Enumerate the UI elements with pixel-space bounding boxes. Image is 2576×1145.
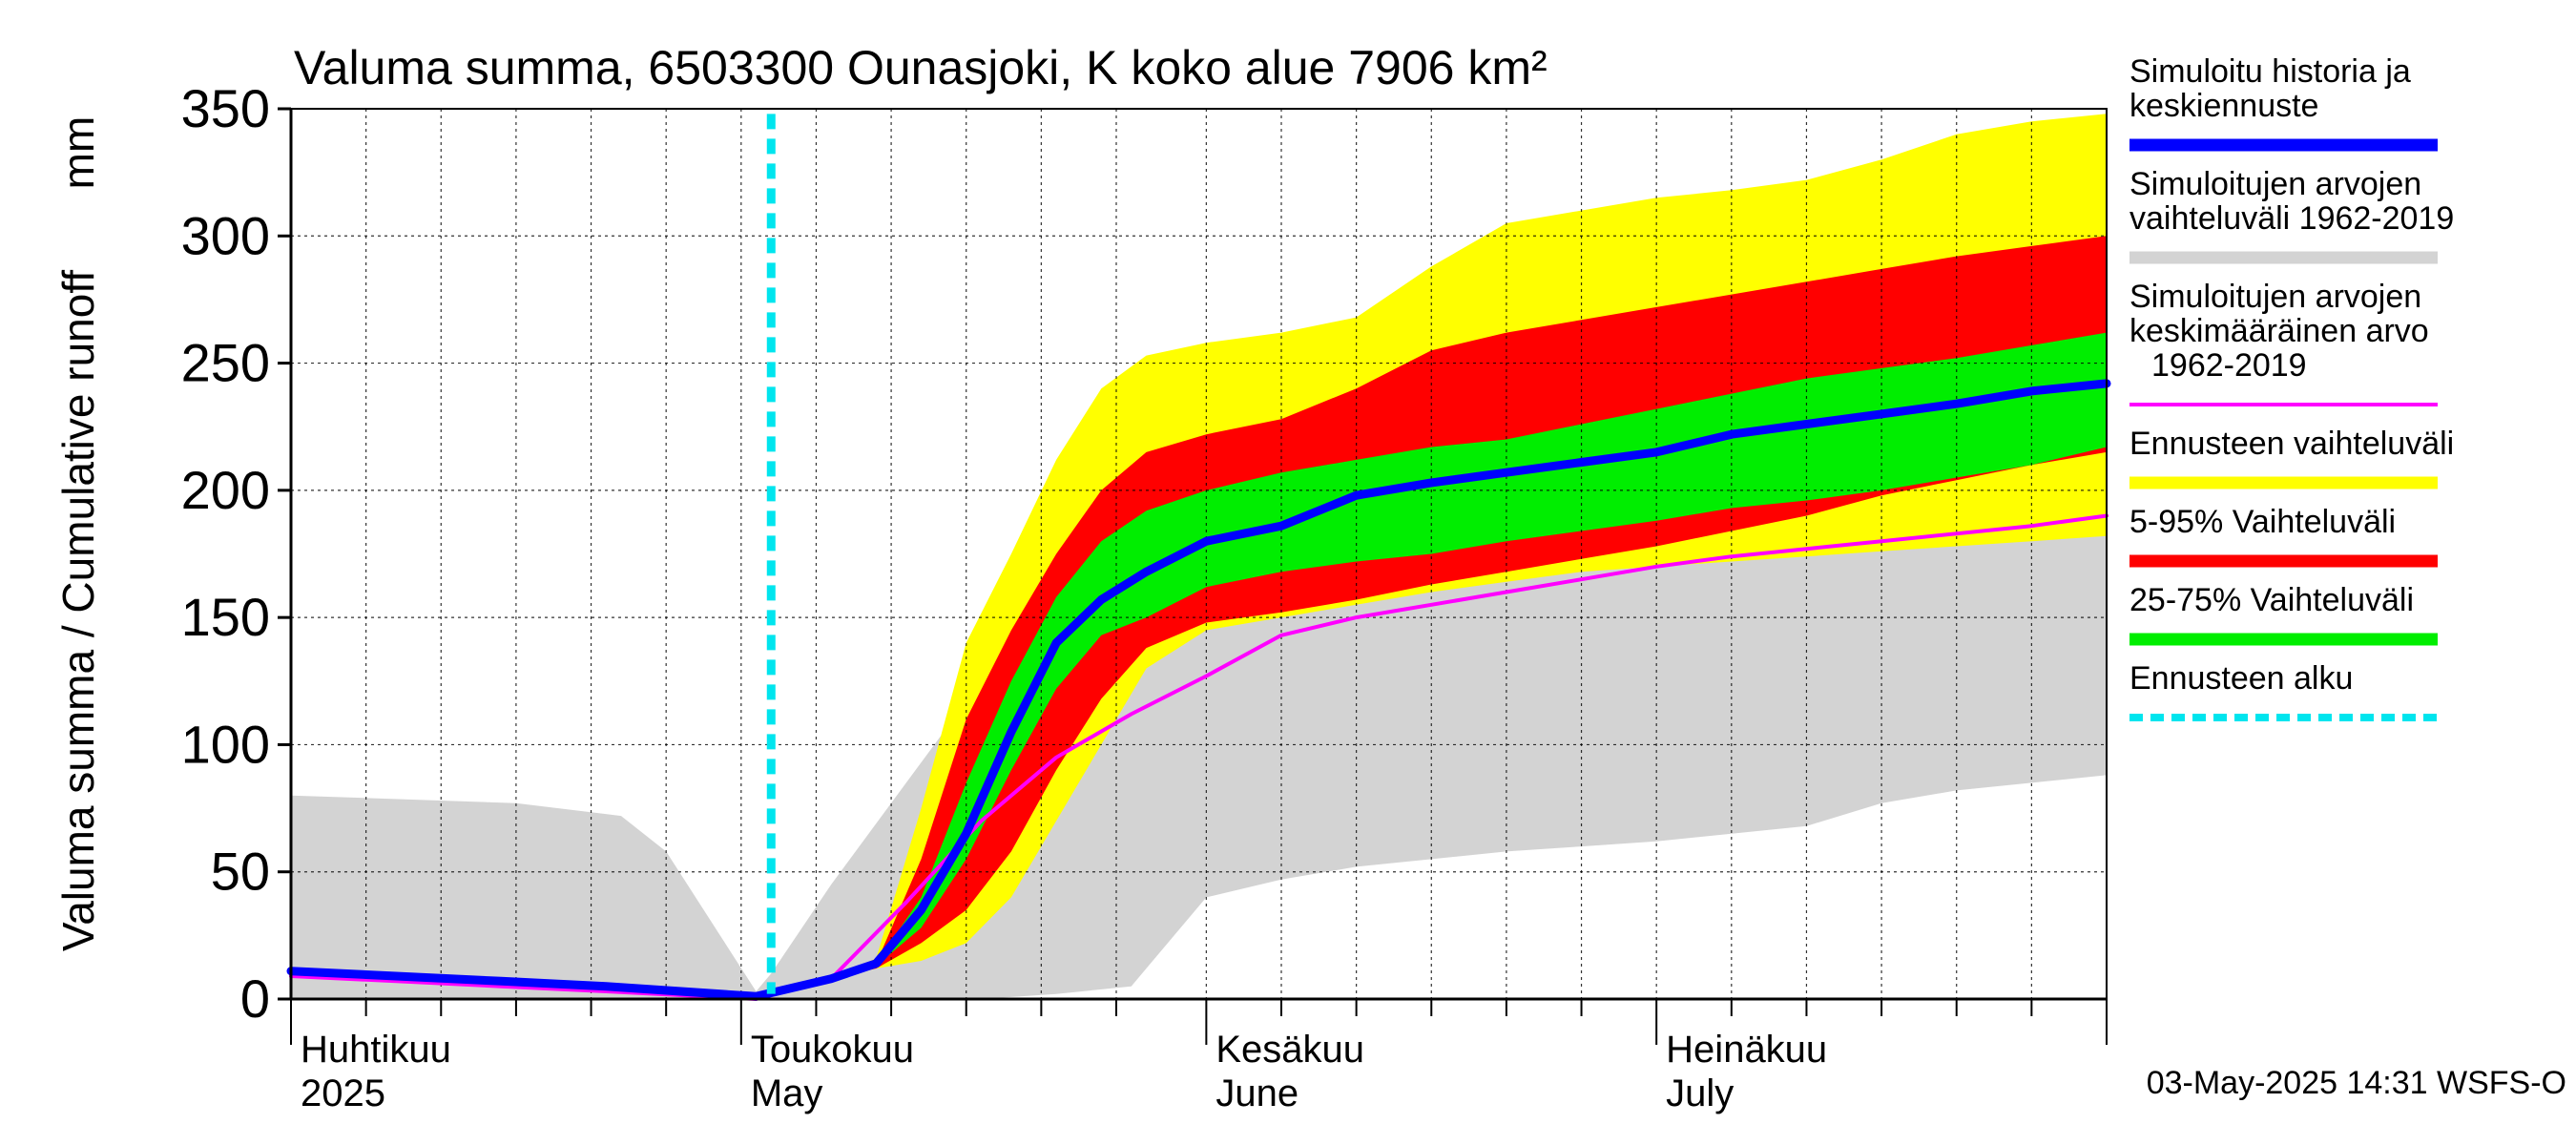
legend-label: Simuloitu historia ja bbox=[2129, 53, 2411, 90]
legend-item-ennusteen-alku: Ennusteen alku bbox=[2129, 660, 2438, 721]
x-month-label: Huhtikuu bbox=[301, 1029, 451, 1071]
x-month-label: Heinäkuu bbox=[1666, 1029, 1827, 1071]
legend: Simuloitu historia jakeskiennusteSimuloi… bbox=[2129, 53, 2454, 721]
y-tick-label: 50 bbox=[211, 842, 270, 902]
legend-label: 25-75% Vaihteluväli bbox=[2129, 582, 2414, 618]
legend-label: Ennusteen vaihteluväli bbox=[2129, 426, 2454, 462]
y-tick-label: 200 bbox=[181, 460, 270, 520]
band-25-75-vaihteluv-li bbox=[771, 332, 2107, 997]
x-month-sublabel: May bbox=[751, 1072, 823, 1114]
legend-label: keskiennuste bbox=[2129, 88, 2318, 124]
y-tick-label: 300 bbox=[181, 205, 270, 265]
y-tick-label: 100 bbox=[181, 714, 270, 774]
timestamp-footer: 03-May-2025 14:31 WSFS-O bbox=[2147, 1065, 2566, 1101]
chart-title: Valuma summa, 6503300 Ounasjoki, K koko … bbox=[294, 41, 1548, 94]
legend-item-5-95-vaihteluv-li: 5-95% Vaihteluväli bbox=[2129, 504, 2438, 568]
y-axis-label: Valuma summa / Cumulative runoff bbox=[53, 270, 103, 951]
y-tick-label: 0 bbox=[240, 968, 270, 1029]
x-month-label: Toukokuu bbox=[751, 1029, 914, 1071]
x-month-sublabel: 2025 bbox=[301, 1072, 385, 1114]
x-month-sublabel: June bbox=[1215, 1072, 1298, 1114]
x-month-sublabel: July bbox=[1666, 1072, 1734, 1114]
y-tick-label: 350 bbox=[181, 78, 270, 138]
y-tick-label: 150 bbox=[181, 587, 270, 647]
legend-item-ennusteen-vaihteluv-li: Ennusteen vaihteluväli bbox=[2129, 426, 2454, 489]
x-month-label: Kesäkuu bbox=[1215, 1029, 1364, 1071]
legend-label: keskimääräinen arvo bbox=[2129, 313, 2429, 349]
legend-label: Ennusteen alku bbox=[2129, 660, 2353, 697]
legend-item-25-75-vaihteluv-li: 25-75% Vaihteluväli bbox=[2129, 582, 2438, 646]
y-axis-unit: mm bbox=[53, 116, 103, 190]
legend-label: Simuloitujen arvojen bbox=[2129, 166, 2421, 202]
legend-label: Simuloitujen arvojen bbox=[2129, 279, 2421, 315]
legend-label: vaihteluväli 1962-2019 bbox=[2129, 200, 2454, 237]
legend-label: 1962-2019 bbox=[2151, 347, 2307, 384]
y-tick-label: 250 bbox=[181, 333, 270, 393]
legend-label: 5-95% Vaihteluväli bbox=[2129, 504, 2396, 540]
